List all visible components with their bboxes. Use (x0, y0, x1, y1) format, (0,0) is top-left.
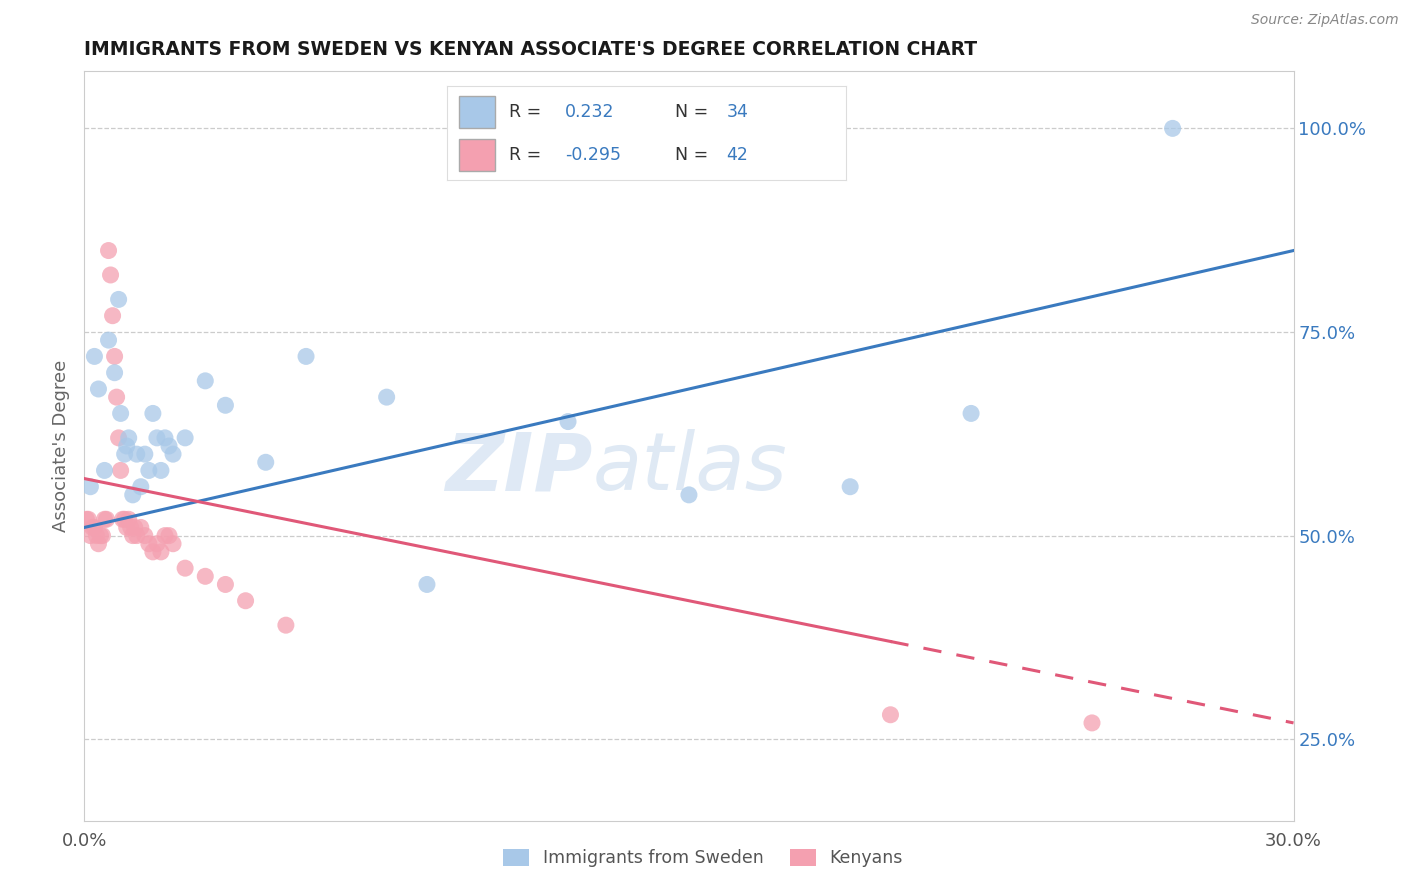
Point (235, 593, 257, 607)
Point (142, 545, 165, 559)
Point (174, 431, 197, 445)
Point (121, 528, 143, 542)
Point (134, 447, 156, 461)
Point (960, 406, 983, 420)
Point (678, 488, 700, 502)
Point (162, 537, 184, 551)
Point (89, 528, 111, 542)
Text: IMMIGRANTS FROM SWEDEN VS KENYAN ASSOCIATE'S DEGREE CORRELATION CHART: IMMIGRANTS FROM SWEDEN VS KENYAN ASSOCIA… (84, 39, 977, 59)
Point (87, 382, 110, 396)
Text: Source: ZipAtlas.com: Source: ZipAtlas.com (1251, 13, 1399, 28)
Point (82, 520, 104, 534)
Point (114, 447, 136, 461)
Point (105, 390, 128, 404)
Point (121, 488, 143, 502)
Point (214, 398, 236, 412)
Point (134, 528, 156, 542)
Point (129, 520, 152, 534)
Point (97, 333, 120, 347)
Point (274, 618, 297, 632)
Legend: Immigrants from Sweden, Kenyans: Immigrants from Sweden, Kenyans (496, 842, 910, 874)
Point (153, 528, 176, 542)
Point (149, 463, 172, 477)
Point (96, 512, 118, 526)
Point (107, 431, 129, 445)
Point (77, 512, 100, 526)
Point (118, 512, 141, 526)
Point (375, 390, 398, 404)
Y-axis label: Associate's Degree: Associate's Degree (52, 359, 70, 533)
Point (100, 268, 122, 282)
Point (157, 439, 180, 453)
Point (124, 520, 146, 534)
Point (153, 431, 176, 445)
Point (416, 577, 439, 591)
Point (104, 366, 127, 380)
Point (125, 528, 148, 542)
Point (125, 447, 148, 461)
Point (129, 480, 152, 494)
Point (557, 415, 579, 429)
Point (879, 707, 901, 722)
Point (194, 569, 217, 583)
Point (110, 406, 132, 420)
Point (75, 512, 97, 526)
Point (115, 439, 138, 453)
Point (83, 350, 105, 364)
Point (115, 520, 138, 534)
Point (107, 293, 129, 307)
Point (214, 577, 236, 591)
Point (93, 463, 115, 477)
Point (110, 463, 132, 477)
Point (142, 406, 165, 420)
Text: atlas: atlas (592, 429, 787, 508)
Point (157, 528, 180, 542)
Point (91, 528, 114, 542)
Point (295, 350, 318, 364)
Point (120, 520, 142, 534)
Point (87, 537, 110, 551)
Point (138, 463, 160, 477)
Point (1161, 121, 1184, 136)
Point (93, 512, 115, 526)
Point (111, 512, 134, 526)
Text: ZIP: ZIP (444, 429, 592, 508)
Point (79, 480, 101, 494)
Point (146, 537, 169, 551)
Point (86, 528, 108, 542)
Point (118, 431, 141, 445)
Point (149, 545, 172, 559)
Point (104, 350, 127, 364)
Point (146, 431, 169, 445)
Point (839, 480, 862, 494)
Point (174, 561, 197, 575)
Point (83, 520, 105, 534)
Point (114, 512, 136, 526)
Point (138, 537, 160, 551)
Point (97, 244, 120, 258)
Point (101, 309, 124, 323)
Point (162, 447, 184, 461)
Point (254, 455, 277, 469)
Point (1081, 715, 1104, 730)
Point (79, 528, 101, 542)
Point (194, 374, 217, 388)
